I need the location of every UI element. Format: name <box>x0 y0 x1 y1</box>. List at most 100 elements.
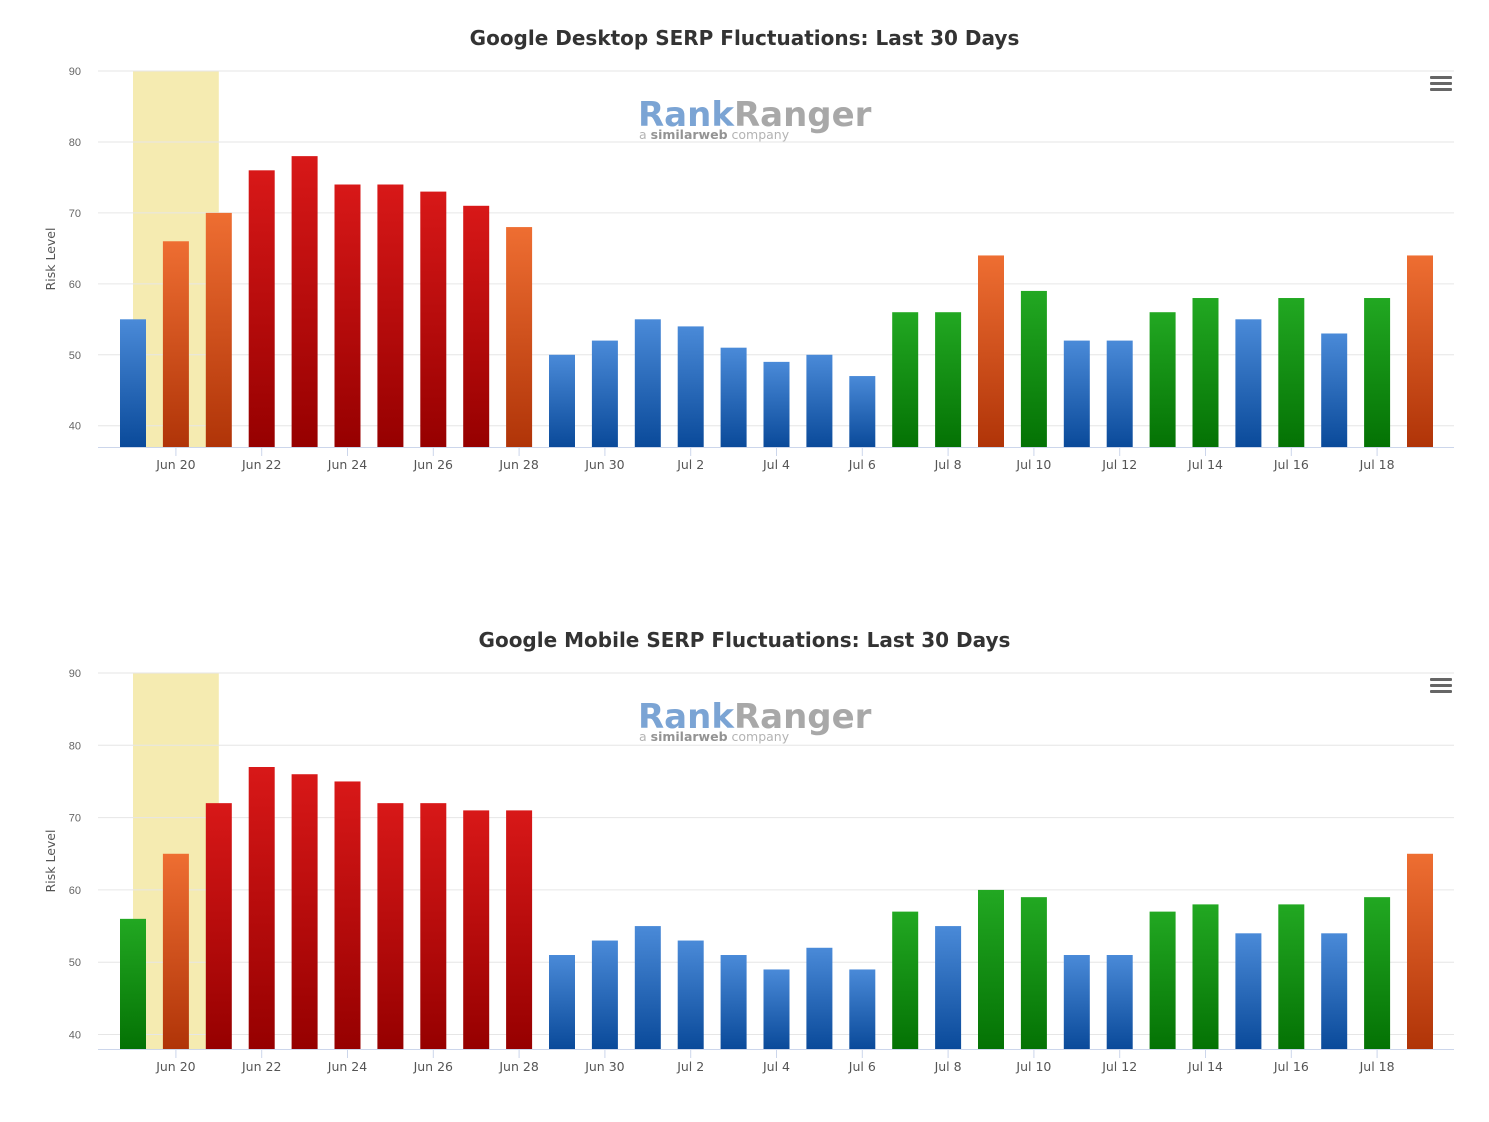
bar-jun-26[interactable] <box>420 803 447 1049</box>
bar-jul-11[interactable] <box>1063 955 1090 1049</box>
x-tick-label: Jul 4 <box>762 457 790 472</box>
y-tick-label: 50 <box>69 957 81 969</box>
bar-jul-7[interactable] <box>892 911 919 1049</box>
x-tick-label: Jul 6 <box>848 457 876 472</box>
bar-jun-25[interactable] <box>377 803 404 1049</box>
bar-jul-13[interactable] <box>1149 312 1176 447</box>
bar-jun-30[interactable] <box>591 340 618 447</box>
bar-jul-3[interactable] <box>720 347 747 447</box>
bar-jul-17[interactable] <box>1321 933 1348 1049</box>
bar-jul-2[interactable] <box>677 940 704 1049</box>
x-tick-label: Jun 26 <box>413 457 453 472</box>
bar-jul-3[interactable] <box>720 955 747 1049</box>
svg-text:a similarweb company: a similarweb company <box>639 729 790 744</box>
x-tick-label: Jun 22 <box>241 1059 281 1074</box>
svg-text:RankRanger: RankRanger <box>638 697 872 737</box>
x-tick-label: Jun 22 <box>241 457 281 472</box>
y-tick-label: 80 <box>69 137 81 149</box>
bar-jul-8[interactable] <box>935 312 962 447</box>
bar-jul-12[interactable] <box>1106 340 1133 447</box>
bar-jun-21[interactable] <box>205 212 232 447</box>
x-tick-label: Jul 16 <box>1273 1059 1309 1074</box>
bar-jul-10[interactable] <box>1020 290 1047 447</box>
bar-jul-2[interactable] <box>677 326 704 447</box>
bar-jun-27[interactable] <box>463 810 490 1049</box>
bar-jul-15[interactable] <box>1235 933 1262 1049</box>
bar-jun-30[interactable] <box>591 940 618 1049</box>
bar-jul-16[interactable] <box>1278 904 1305 1049</box>
bar-jul-6[interactable] <box>849 376 876 447</box>
bar-jun-20[interactable] <box>162 853 189 1049</box>
bar-jun-20[interactable] <box>162 241 189 447</box>
chart-title: Google Desktop SERP Fluctuations: Last 3… <box>469 26 1020 50</box>
desktop-chart-panel: Google Desktop SERP Fluctuations: Last 3… <box>0 20 1489 520</box>
bar-jun-28[interactable] <box>506 810 533 1049</box>
bar-jul-8[interactable] <box>935 926 962 1049</box>
bar-jun-27[interactable] <box>463 205 490 447</box>
y-tick-label: 40 <box>69 1030 81 1042</box>
bar-jun-21[interactable] <box>205 803 232 1049</box>
bar-jul-5[interactable] <box>806 947 833 1049</box>
hamburger-menu-icon[interactable] <box>1430 76 1452 96</box>
bar-jul-14[interactable] <box>1192 904 1219 1049</box>
bar-jul-12[interactable] <box>1106 955 1133 1049</box>
bar-jun-26[interactable] <box>420 191 447 447</box>
x-tick-label: Jun 24 <box>327 1059 367 1074</box>
y-axis-label: Risk Level <box>43 228 58 291</box>
bar-jul-18[interactable] <box>1364 897 1391 1049</box>
y-tick-label: 60 <box>69 279 81 291</box>
y-tick-label: 60 <box>69 885 81 897</box>
bar-jul-4[interactable] <box>763 969 790 1049</box>
bar-jul-10[interactable] <box>1020 897 1047 1049</box>
bar-jul-1[interactable] <box>634 926 661 1049</box>
bar-jun-24[interactable] <box>334 184 361 447</box>
y-tick-label: 40 <box>69 421 81 433</box>
bar-jul-4[interactable] <box>763 361 790 447</box>
bar-jun-25[interactable] <box>377 184 404 447</box>
bar-jun-28[interactable] <box>506 227 533 447</box>
mobile-chart-panel: Google Mobile SERP Fluctuations: Last 30… <box>0 622 1489 1122</box>
y-axis-label: Risk Level <box>43 830 58 893</box>
x-tick-label: Jul 10 <box>1015 457 1051 472</box>
bar-jul-1[interactable] <box>634 319 661 447</box>
x-tick-label: Jul 10 <box>1015 1059 1051 1074</box>
bar-jul-19[interactable] <box>1407 255 1433 447</box>
bar-jul-6[interactable] <box>849 969 876 1049</box>
svg-text:a similarweb company: a similarweb company <box>639 127 790 142</box>
y-tick-label: 70 <box>69 208 81 220</box>
bar-jul-17[interactable] <box>1321 333 1348 447</box>
bar-jul-11[interactable] <box>1063 340 1090 447</box>
bar-jul-16[interactable] <box>1278 298 1305 447</box>
x-tick-label: Jun 28 <box>498 1059 538 1074</box>
bar-jun-19[interactable] <box>120 918 146 1049</box>
bar-jun-22[interactable] <box>248 767 275 1049</box>
bar-jun-24[interactable] <box>334 781 361 1049</box>
bar-jun-23[interactable] <box>291 156 318 447</box>
x-tick-label: Jul 8 <box>934 457 962 472</box>
bar-jun-23[interactable] <box>291 774 318 1049</box>
bar-jun-19[interactable] <box>120 319 146 447</box>
bar-jul-9[interactable] <box>978 889 1004 1049</box>
bar-jun-22[interactable] <box>248 170 275 448</box>
x-tick-label: Jun 20 <box>155 1059 195 1074</box>
bar-jul-13[interactable] <box>1149 911 1176 1049</box>
x-tick-label: Jul 2 <box>676 457 704 472</box>
bar-jul-9[interactable] <box>978 255 1004 447</box>
x-tick-label: Jul 12 <box>1101 457 1137 472</box>
x-tick-label: Jul 6 <box>848 1059 876 1074</box>
x-tick-label: Jun 30 <box>584 457 624 472</box>
bar-jul-18[interactable] <box>1364 298 1391 447</box>
bar-jul-15[interactable] <box>1235 319 1262 447</box>
bar-jul-19[interactable] <box>1407 853 1433 1049</box>
bar-jul-7[interactable] <box>892 312 919 447</box>
bar-jul-14[interactable] <box>1192 298 1219 447</box>
bar-jul-5[interactable] <box>806 354 833 447</box>
hamburger-menu-icon[interactable] <box>1430 678 1452 698</box>
bar-jun-29[interactable] <box>549 354 575 447</box>
x-tick-label: Jun 20 <box>155 457 195 472</box>
bar-jun-29[interactable] <box>549 955 575 1049</box>
y-tick-label: 90 <box>69 66 81 78</box>
